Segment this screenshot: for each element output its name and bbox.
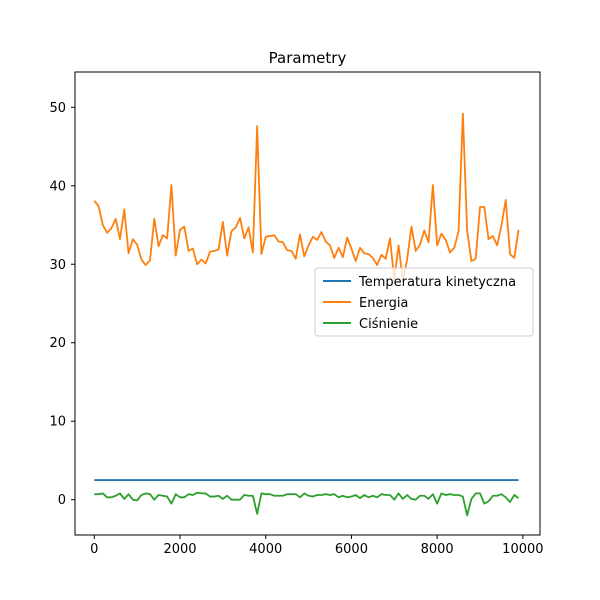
legend-box [314,267,534,337]
y-tick-label: 40 [49,179,66,194]
y-axis: 0 10 20 30 40 50 [49,101,75,508]
y-tick-label: 0 [58,493,66,508]
y-tick-label: 50 [49,101,66,116]
legend-label-2: Energia [359,296,408,311]
x-tick-label: 4000 [249,542,282,557]
y-tick-label: 30 [49,258,66,273]
series-line-3 [94,491,520,517]
legend: Temperatura kinetyczna Energia Ciśnienie [314,267,534,337]
legend-label-3: Ciśnienie [359,317,418,332]
series-line-2 [93,112,520,282]
x-tick-label: 6000 [335,542,368,557]
legend-label-1: Temperatura kinetyczna [358,275,516,290]
x-tick-label: 0 [90,542,98,557]
chart-title: Parametry [269,49,347,67]
x-tick-label: 8000 [421,542,454,557]
axes-frame [74,71,541,536]
x-tick-label: 10000 [502,542,543,557]
x-tick-label: 2000 [163,542,196,557]
plot-area [93,112,520,517]
y-tick-label: 10 [49,415,66,430]
y-tick-label: 20 [49,336,66,351]
x-axis: 0 2000 4000 6000 8000 10000 [90,535,544,557]
